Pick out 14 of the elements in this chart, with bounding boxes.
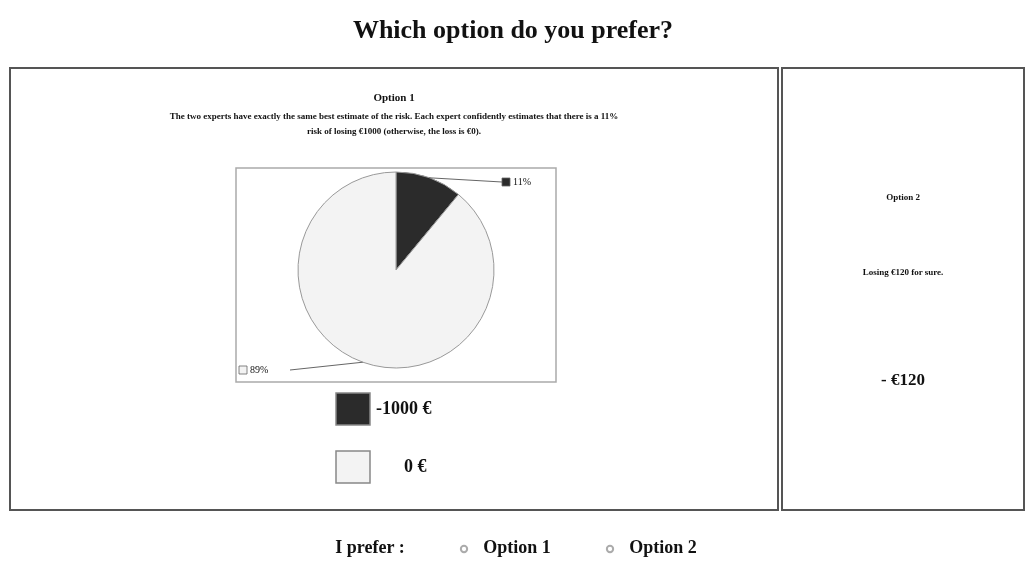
- text: Option 2: [629, 537, 697, 557]
- data-label: 11%: [513, 176, 531, 187]
- text: Option 2: [886, 192, 921, 202]
- data-label: 89%: [250, 364, 269, 375]
- chart-title: Which option do you prefer?: [352, 15, 674, 44]
- slice-label: 0 €: [404, 456, 427, 476]
- text: - €120: [881, 370, 925, 389]
- text: The two experts have exactly the same best estimate of the risk. Each expert confidently estimates that there is a 11% risk of losing €1000 (otherwise, the loss is €0).: [169, 111, 619, 136]
- legend-label: -1000 €: [376, 398, 432, 418]
- text: Losing €120 for sure.: [862, 267, 944, 277]
- pie-slice: [297, 171, 495, 369]
- text: I prefer :: [335, 537, 405, 557]
- text: Option 1: [483, 537, 551, 557]
- text: Option 1: [373, 91, 415, 103]
